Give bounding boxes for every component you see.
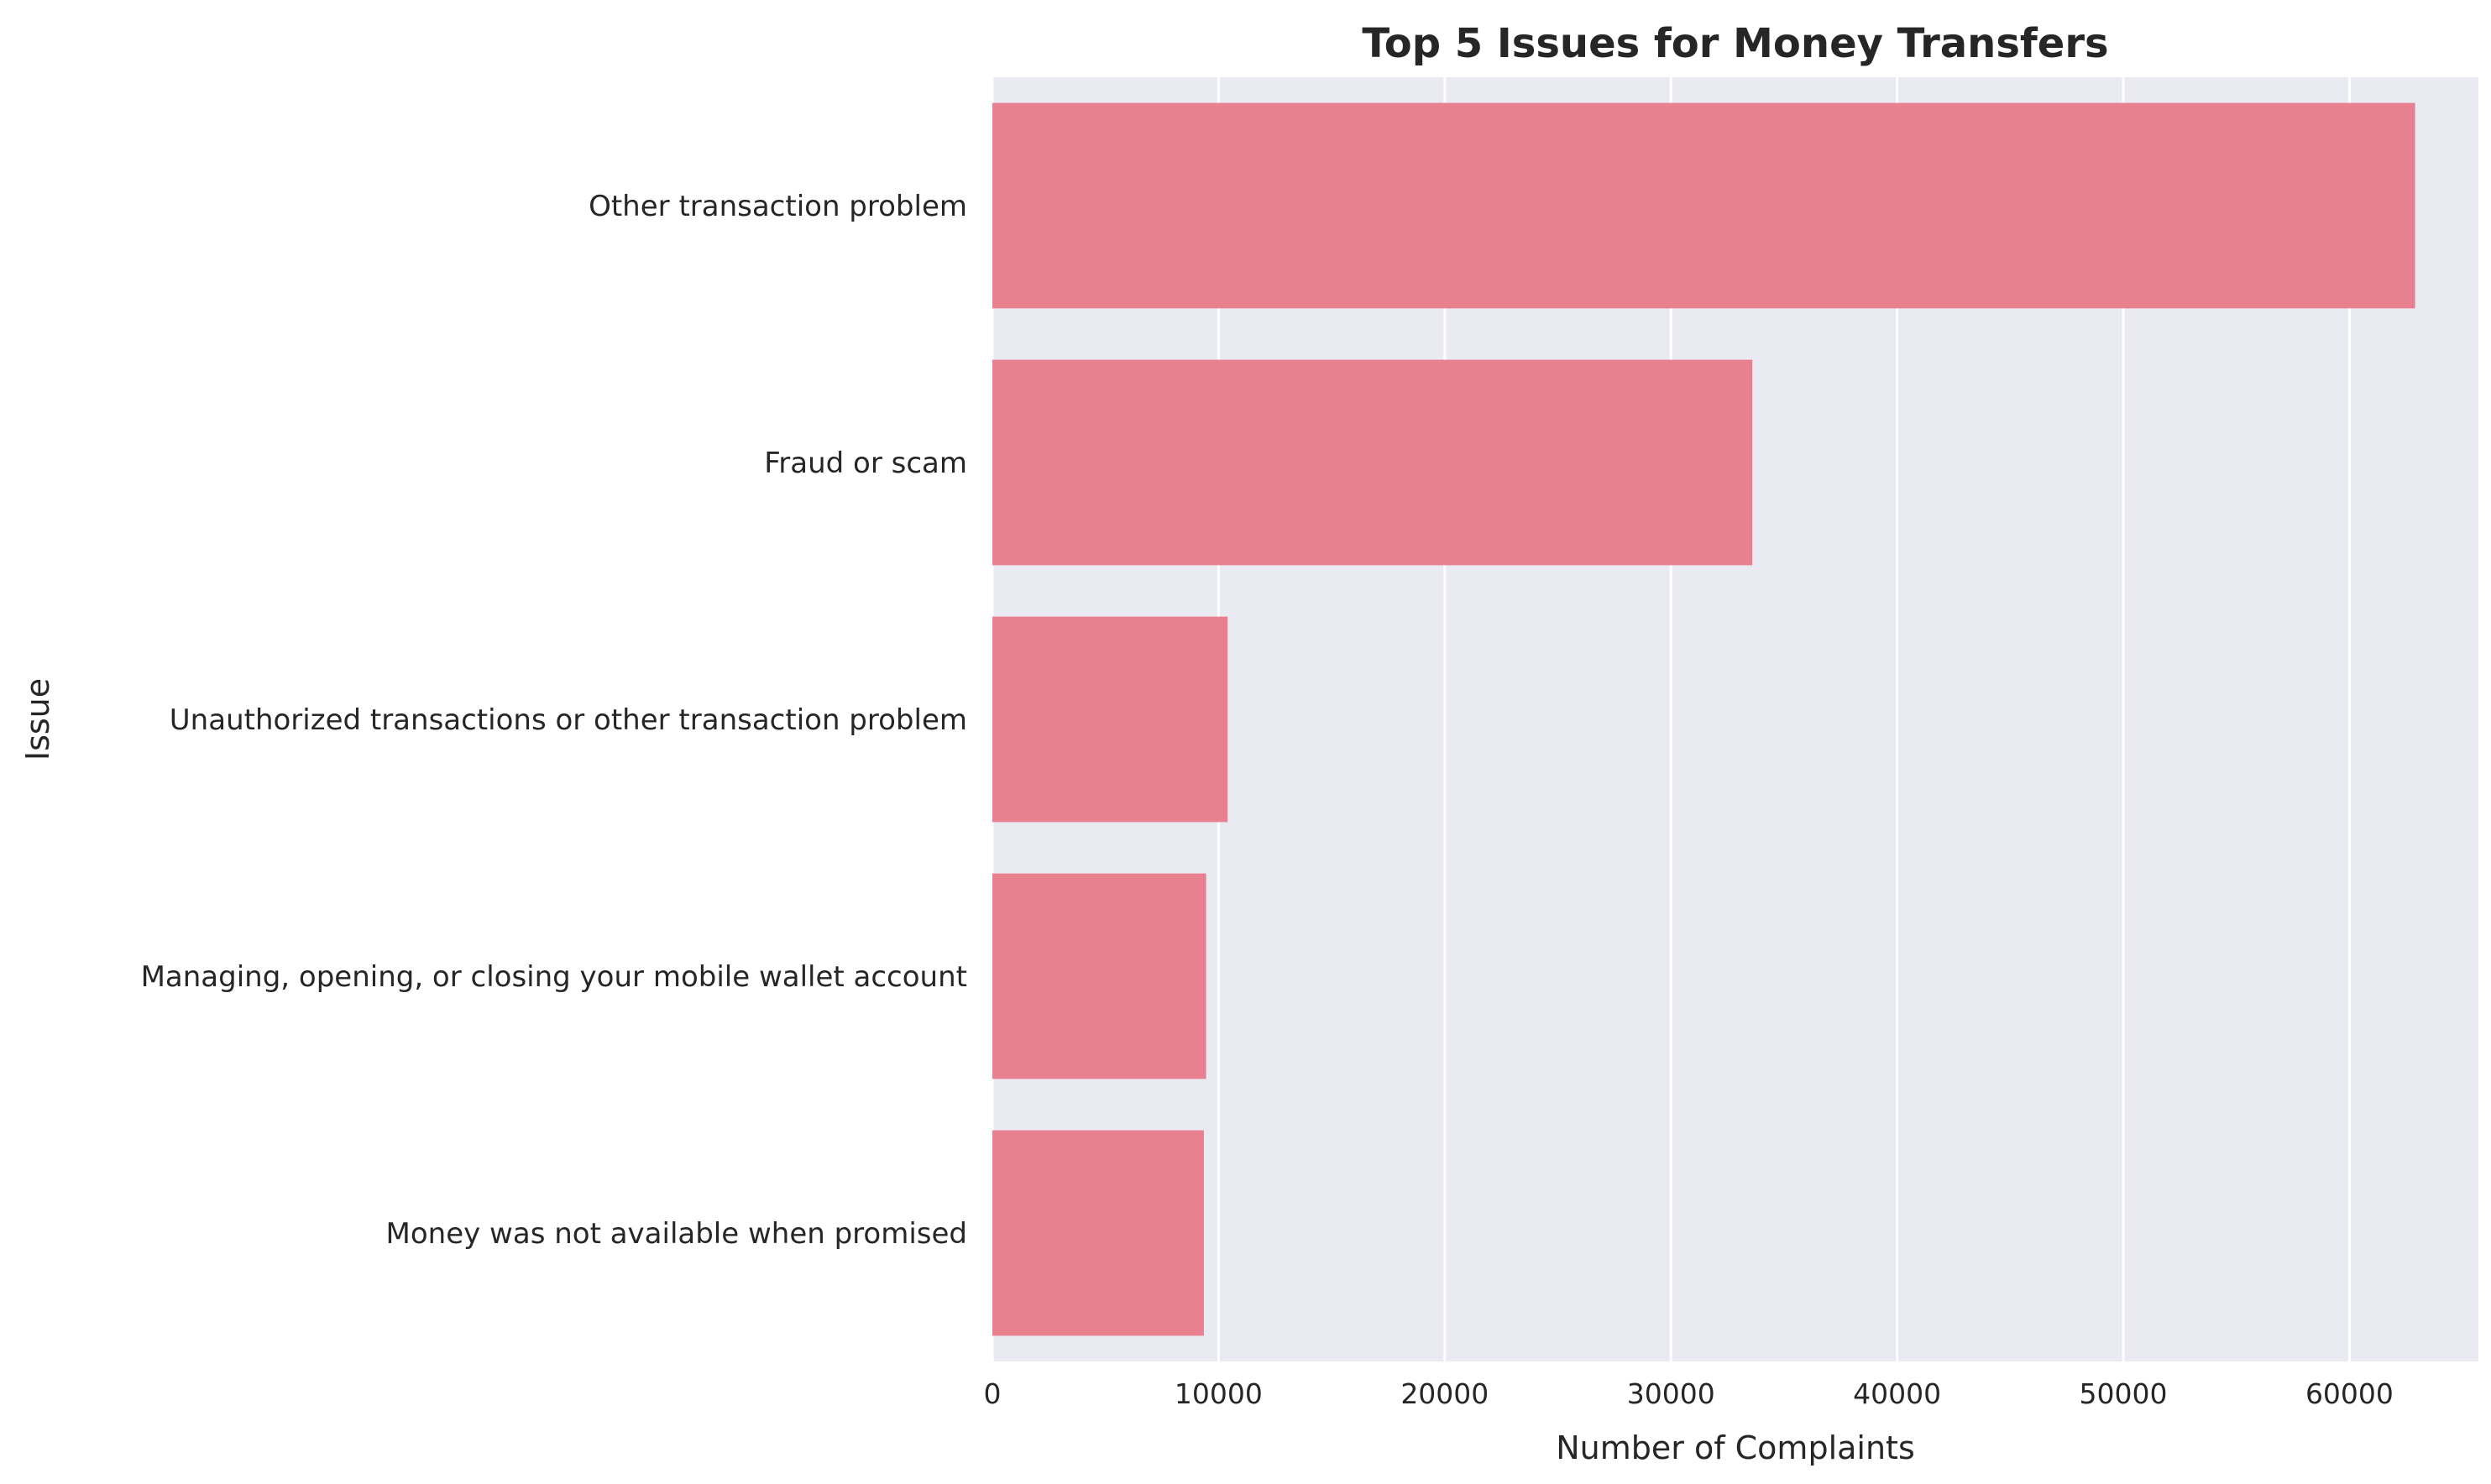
x-tick-label: 40000: [1853, 1377, 1941, 1410]
x-tick-label: 20000: [1400, 1377, 1489, 1410]
category-label: Other transaction problem: [589, 190, 967, 223]
x-tick-label: 30000: [1627, 1377, 1715, 1410]
chart-title: Top 5 Issues for Money Transfers: [1362, 20, 2108, 67]
category-labels: Other transaction problem Fraud or scam Un…: [141, 190, 967, 1251]
category-label: Unauthorized transactions or other trans…: [170, 703, 967, 737]
x-tick-label: 50000: [2080, 1377, 2168, 1410]
x-tick-label: 10000: [1175, 1377, 1263, 1410]
x-ticks: 0 10000 20000 30000 40000 50000 60000: [984, 1377, 2394, 1410]
bar: [992, 1130, 1204, 1336]
bar: [992, 616, 1228, 823]
bar: [992, 359, 1753, 566]
x-axis-label: Number of Complaints: [1556, 1429, 1915, 1466]
category-label: Managing, opening, or closing your mobil…: [141, 960, 967, 994]
category-label: Fraud or scam: [764, 447, 967, 480]
bar: [992, 102, 2415, 309]
bar: [992, 873, 1206, 1079]
category-label: Money was not available when promised: [386, 1217, 967, 1251]
y-axis-label: Issue: [19, 678, 56, 760]
bars: [992, 102, 2415, 1336]
x-tick-label: 0: [984, 1377, 1002, 1410]
x-tick-label: 60000: [2305, 1377, 2394, 1410]
